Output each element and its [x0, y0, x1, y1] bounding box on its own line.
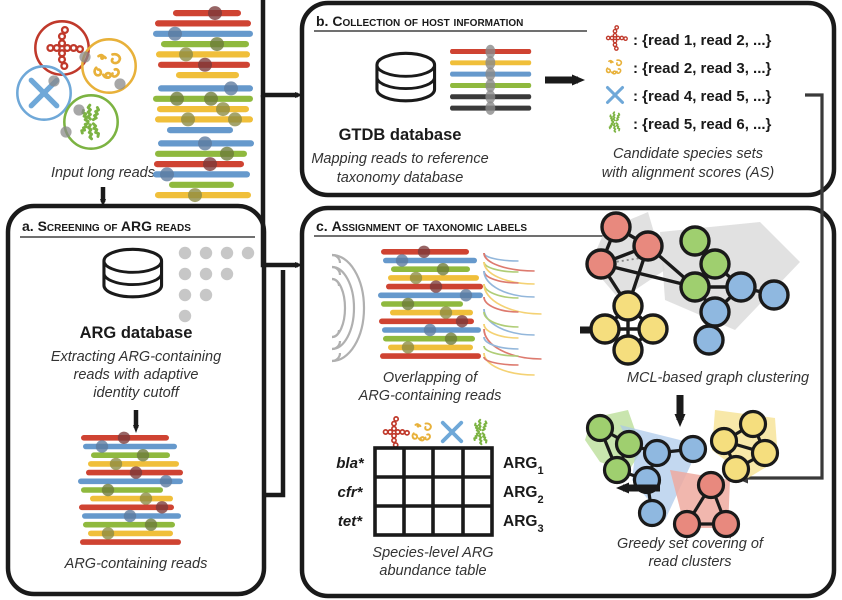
svg-text:with alignment scores (AS): with alignment scores (AS) — [602, 165, 774, 181]
svg-text:Candidate species sets: Candidate species sets — [613, 146, 763, 162]
svg-text:Species-level ARG: Species-level ARG — [372, 545, 493, 561]
svg-text:bla*: bla* — [336, 455, 365, 472]
svg-text:ARG-containing reads: ARG-containing reads — [358, 388, 502, 404]
svg-text:ARG3: ARG3 — [503, 513, 544, 535]
svg-text:Input long reads: Input long reads — [51, 165, 155, 181]
svg-text:c. Assignment of taxonomic lab: c. Assignment of taxonomic labels — [316, 218, 527, 234]
svg-text:taxonomy database: taxonomy database — [337, 170, 464, 186]
svg-text:tet*: tet* — [338, 513, 363, 530]
svg-text:: {read 2, read 3, ...}: : {read 2, read 3, ...} — [633, 60, 772, 77]
svg-text:: {read 5, read 6, ...}: : {read 5, read 6, ...} — [633, 116, 772, 133]
svg-text:GTDB database: GTDB database — [339, 126, 462, 144]
svg-text:reads with adaptive: reads with adaptive — [74, 367, 199, 383]
svg-text:abundance table: abundance table — [379, 563, 486, 579]
svg-text:identity cutoff: identity cutoff — [93, 385, 180, 401]
svg-text:ARG database: ARG database — [80, 324, 193, 342]
svg-text:ARG1: ARG1 — [503, 455, 544, 477]
svg-text:read clusters: read clusters — [648, 554, 731, 570]
svg-text:MCL-based graph clustering: MCL-based graph clustering — [627, 370, 809, 386]
svg-text:Extracting ARG-containing: Extracting ARG-containing — [51, 349, 221, 365]
svg-text:ARG-containing reads: ARG-containing reads — [64, 556, 208, 572]
svg-text:ARG2: ARG2 — [503, 484, 544, 506]
svg-text:a. Screening of ARG reads: a. Screening of ARG reads — [22, 218, 191, 234]
svg-text:: {read 4, read 5, ...}: : {read 4, read 5, ...} — [633, 88, 772, 105]
svg-text:: {read 1, read 2, ...}: : {read 1, read 2, ...} — [633, 32, 772, 49]
svg-text:Greedy set covering of: Greedy set covering of — [617, 536, 765, 552]
svg-text:Overlapping of: Overlapping of — [383, 370, 479, 386]
svg-text:b. Collection of host informat: b. Collection of host information — [316, 13, 523, 29]
svg-text:cfr*: cfr* — [337, 484, 363, 501]
svg-text:Mapping reads to reference: Mapping reads to reference — [311, 151, 488, 167]
